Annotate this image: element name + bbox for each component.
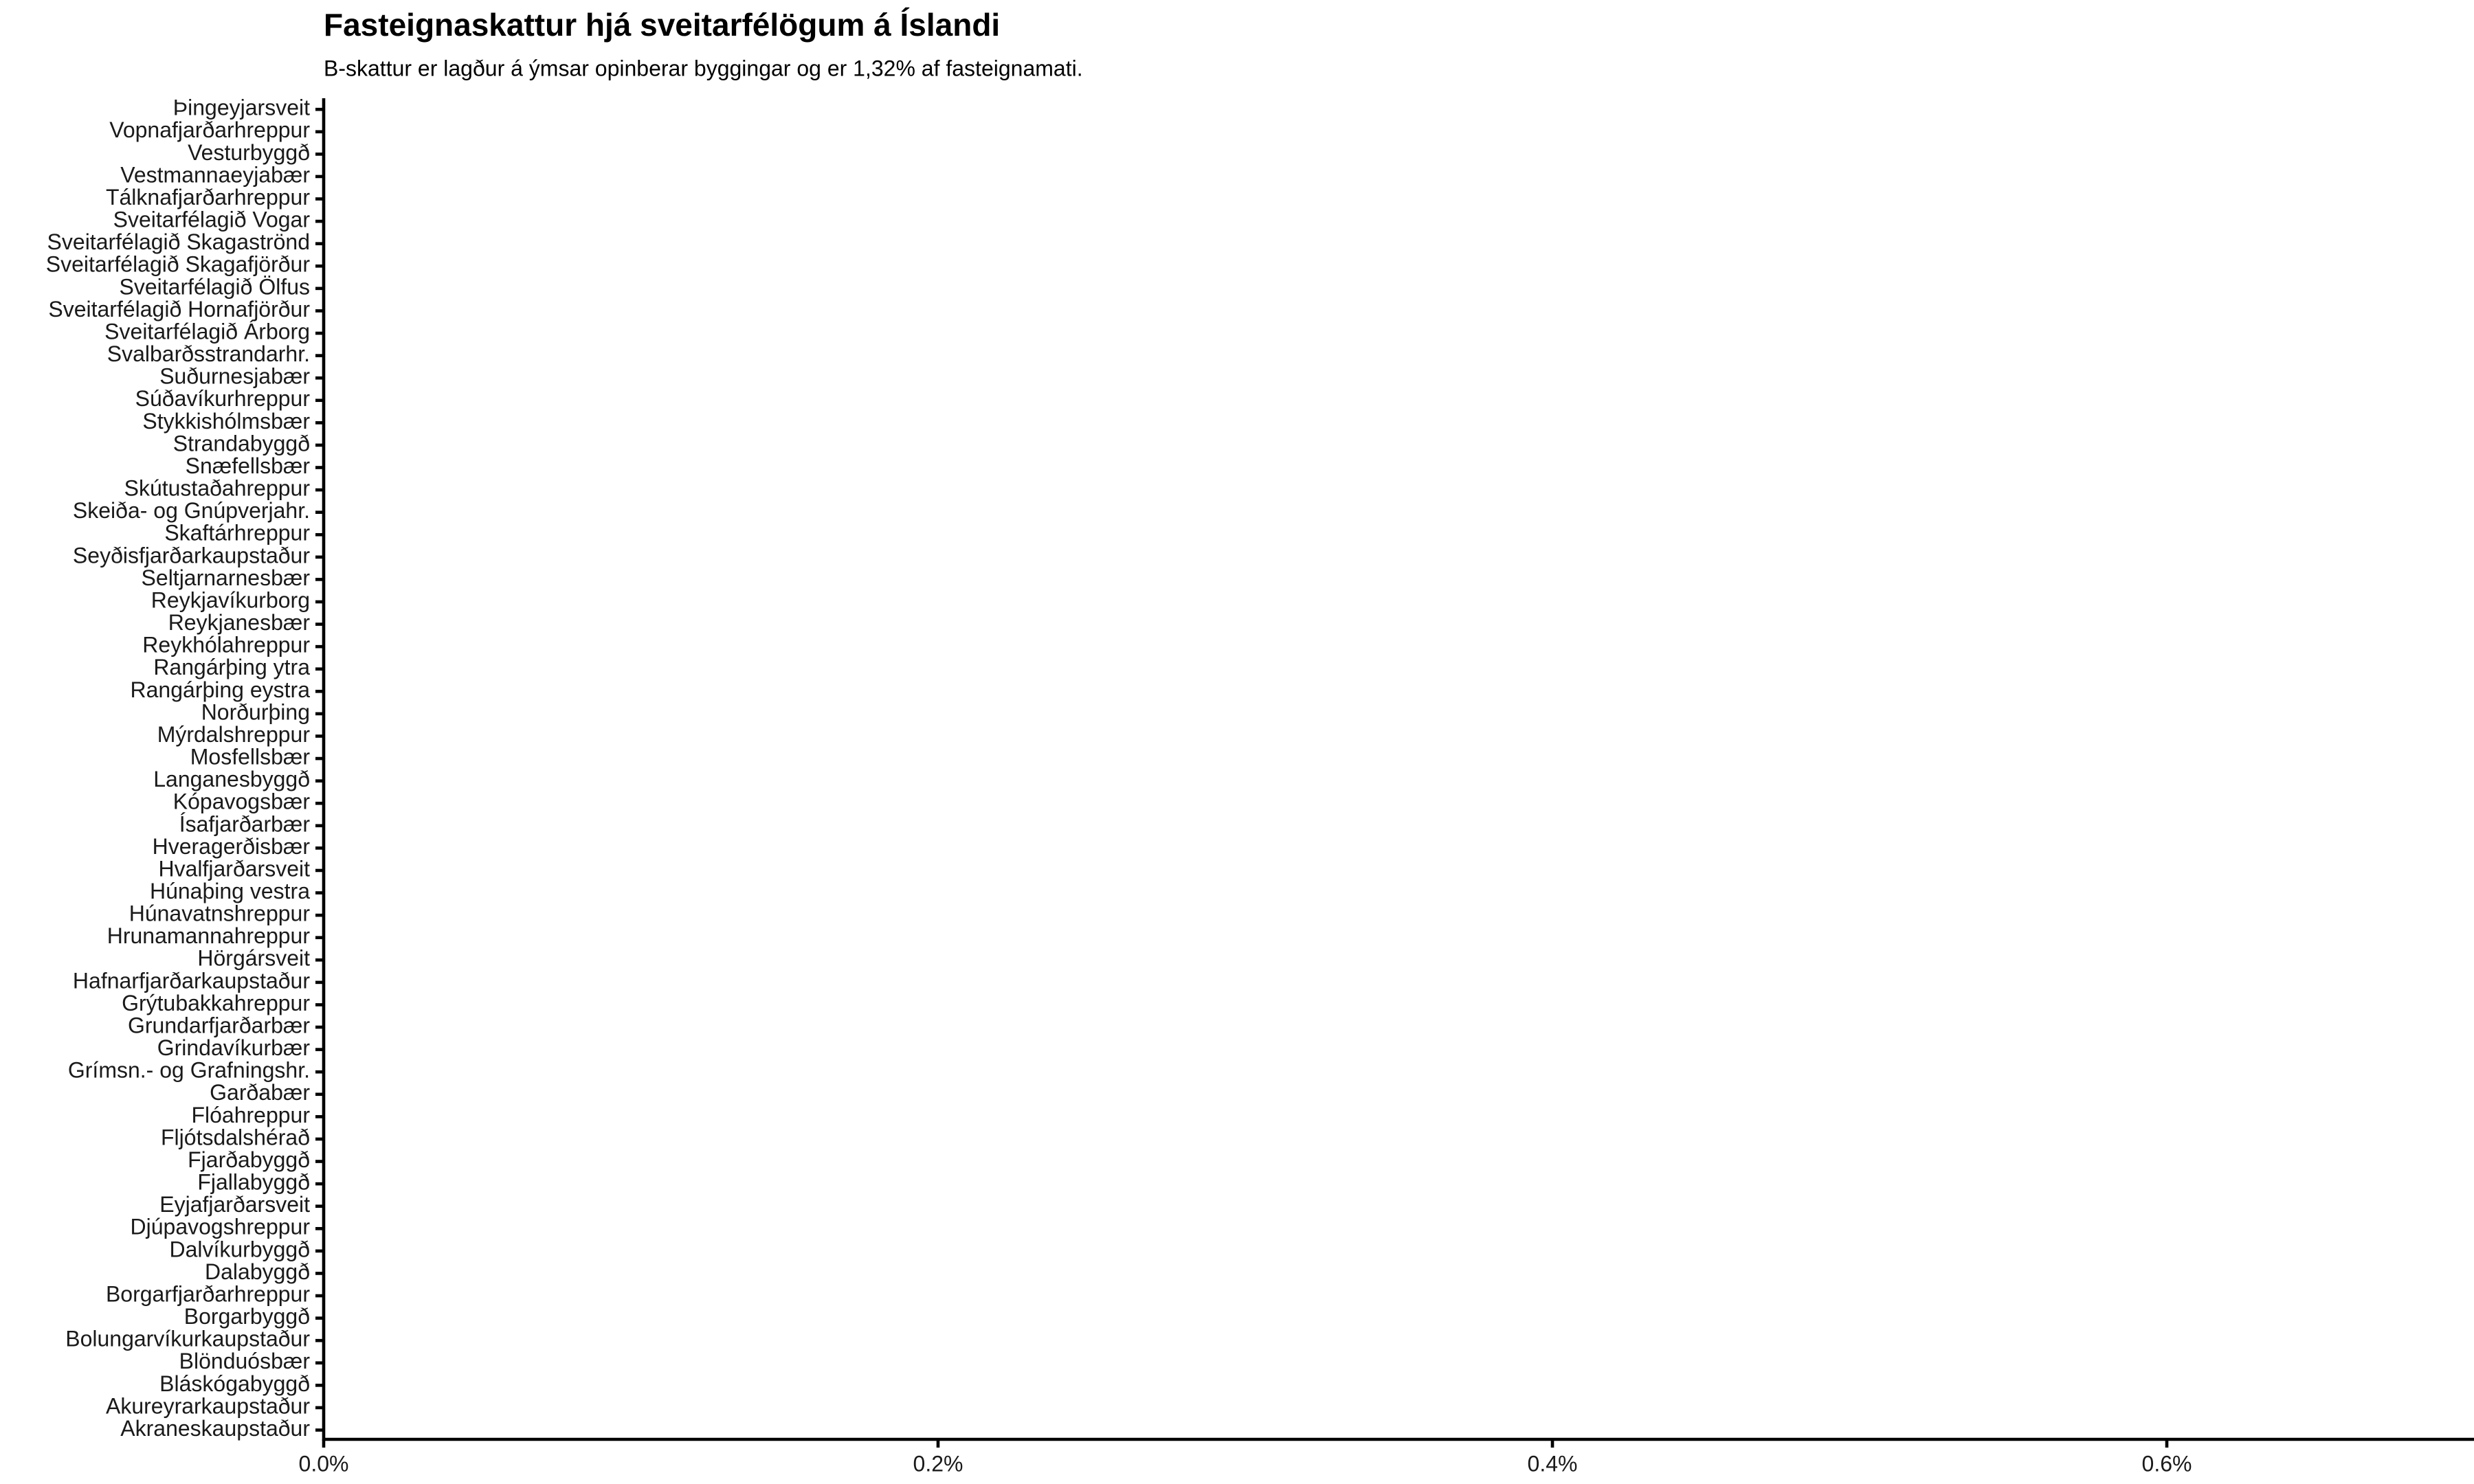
y-tick-label: Sveitarfélagið Ölfus xyxy=(120,274,310,299)
y-tick-label: Grindavíkurbær xyxy=(157,1035,311,1060)
y-tick-label: Reykjavíkurborg xyxy=(151,587,310,612)
y-tick-label: Kópavogsbær xyxy=(173,789,311,814)
y-tick-label: Húnavatnshreppur xyxy=(129,901,311,926)
y-tick-label: Reykhólahreppur xyxy=(142,633,310,657)
y-tick-label: Strandabyggð xyxy=(173,431,310,456)
y-tick-label: Sveitarfélagið Skagaströnd xyxy=(47,229,310,254)
y-tick-label: Norðurþing xyxy=(201,699,310,724)
y-tick-label: Garðabær xyxy=(210,1080,310,1105)
y-tick-label: Langanesbyggð xyxy=(153,767,310,791)
x-tick-label: 0.2% xyxy=(913,1451,963,1476)
y-tick-label: Akraneskaupstaður xyxy=(120,1416,310,1441)
y-tick-label: Blönduósbær xyxy=(179,1349,311,1373)
y-tick-label: Stykkishólmsbær xyxy=(142,409,310,434)
y-tick-label: Fjallabyggð xyxy=(197,1170,310,1195)
y-tick-label: Borgarfjarðarhreppur xyxy=(106,1281,310,1306)
y-tick-label: Súðavíkurhreppur xyxy=(135,386,311,411)
y-tick-label: Eyjafjarðarsveit xyxy=(159,1192,310,1217)
y-tick-label: Húnaþing vestra xyxy=(150,879,310,903)
y-tick-label: Þingeyjarsveit xyxy=(173,95,310,120)
y-tick-label: Svalbarðsstrandarhr. xyxy=(107,341,310,366)
y-tick-label: Seyðisfjarðarkaupstaður xyxy=(73,543,310,567)
y-tick-label: Rangárþing ytra xyxy=(153,655,310,679)
y-tick-label: Sveitarfélagið Hornafjörður xyxy=(48,297,310,322)
y-tick-label: Hrunamannahreppur xyxy=(107,923,311,948)
y-tick-label: Grýtubakkahreppur xyxy=(122,991,310,1015)
x-tick-label: 0.0% xyxy=(299,1451,349,1476)
y-tick-label: Tálknafjarðarhreppur xyxy=(106,185,310,210)
y-tick-label: Vestmannaeyjabær xyxy=(120,162,310,187)
y-tick-label: Akureyrarkaupstaður xyxy=(106,1393,310,1418)
y-tick-label: Rangárþing eystra xyxy=(131,677,311,702)
y-tick-label: Seltjarnarnesbær xyxy=(142,565,311,590)
y-tick-label: Mosfellsbær xyxy=(190,745,311,769)
y-tick-label: Fljótsdalshérað xyxy=(161,1125,310,1149)
y-tick-label: Hörgársveit xyxy=(197,946,310,971)
y-tick-label: Grundarfjarðarbær xyxy=(128,1013,310,1037)
chart-title: Fasteignaskattur hjá sveitarfélögum á Ís… xyxy=(324,7,1000,43)
chart-subtitle: B-skattur er lagður á ýmsar opinberar by… xyxy=(324,56,1083,80)
y-tick-label: Skútustaðahreppur xyxy=(124,476,311,501)
y-tick-label: Bláskógabyggð xyxy=(159,1371,310,1396)
y-tick-label: Sveitarfélagið Vogar xyxy=(113,207,311,232)
y-tick-label: Reykjanesbær xyxy=(168,610,311,635)
y-tick-label: Grímsn.- og Grafningshr. xyxy=(68,1058,310,1083)
y-tick-label: Suðurnesjabær xyxy=(159,364,310,389)
y-tick-label: Snæfellsbær xyxy=(186,453,311,478)
y-tick-label: Sveitarfélagið Árborg xyxy=(104,319,310,344)
x-tick-label: 0.4% xyxy=(1528,1451,1578,1476)
y-tick-label: Skaftárhreppur xyxy=(164,521,310,546)
y-tick-label: Djúpavogshreppur xyxy=(131,1215,311,1239)
y-tick-label: Hvalfjarðarsveit xyxy=(158,856,310,881)
y-tick-label: Vopnafjarðarhreppur xyxy=(109,117,310,142)
y-tick-label: Fjarðabyggð xyxy=(188,1147,310,1172)
y-tick-label: Hveragerðisbær xyxy=(153,834,311,859)
y-tick-label: Vesturbyggð xyxy=(188,140,310,165)
y-tick-label: Mýrdalshreppur xyxy=(157,722,311,747)
y-tick-label: Hafnarfjarðarkaupstaður xyxy=(73,968,310,993)
y-tick-label: Skeiða- og Gnúpverjahr. xyxy=(73,498,310,523)
y-tick-label: Borgarbyggð xyxy=(184,1304,310,1329)
y-tick-label: Ísafjarðarbær xyxy=(179,811,311,836)
y-tick-label: Sveitarfélagið Skagafjörður xyxy=(46,252,311,277)
y-tick-label: Flóahreppur xyxy=(191,1103,310,1127)
y-tick-label: Dalabyggð xyxy=(205,1259,310,1284)
y-tick-label: Dalvíkurbyggð xyxy=(169,1237,310,1261)
x-tick-label: 0.6% xyxy=(2142,1451,2192,1476)
y-tick-label: Bolungarvíkurkaupstaður xyxy=(65,1327,310,1351)
